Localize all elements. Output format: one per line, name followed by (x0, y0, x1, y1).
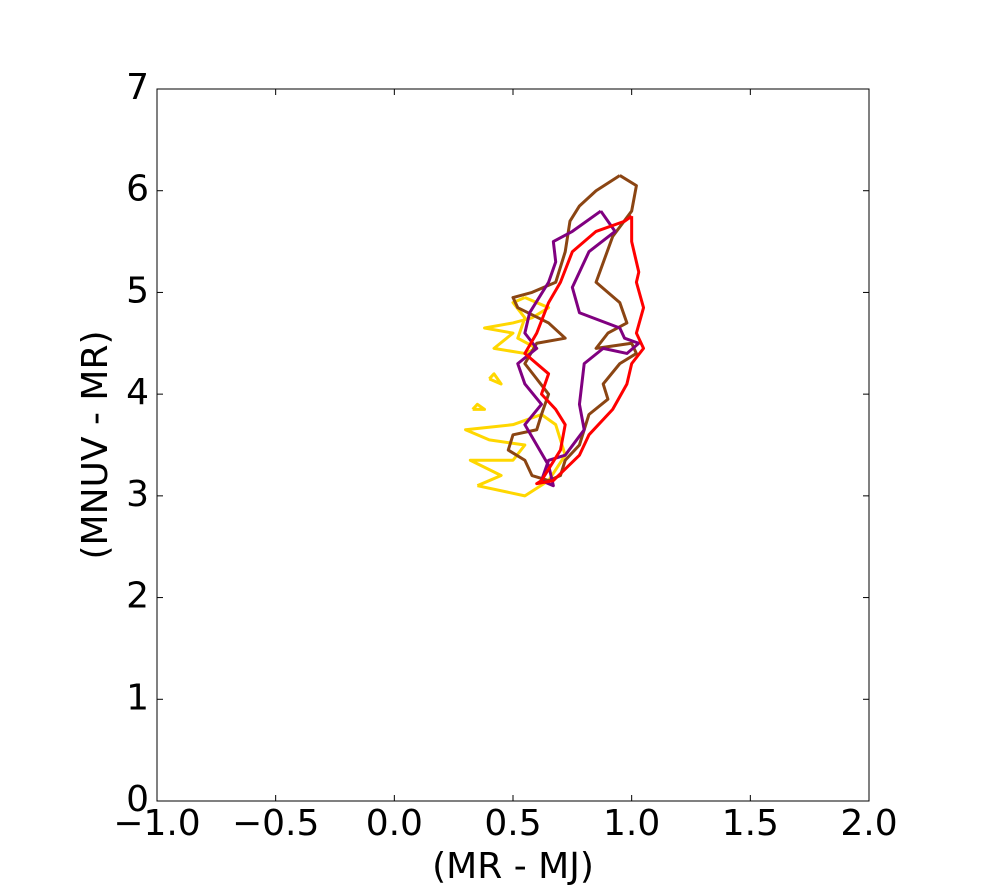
plot-frame (156, 88, 870, 802)
x-tick-label: 1.5 (722, 803, 779, 844)
x-tick-label: 1.0 (603, 803, 660, 844)
x-tick-label: 2.0 (840, 803, 897, 844)
y-tick-label: 6 (126, 169, 149, 210)
y-tick-label: 1 (126, 677, 149, 718)
contour-line (523, 214, 646, 486)
x-tick-label: −1.0 (113, 803, 200, 844)
y-tick-label: 2 (126, 576, 149, 617)
x-tick-label: −0.5 (232, 803, 319, 844)
contour-line (464, 296, 567, 498)
y-tick-label: 5 (126, 270, 149, 311)
y-tick-label: 0 (126, 779, 149, 820)
x-tick-label: 0.0 (366, 803, 423, 844)
x-tick-label: 0.5 (484, 803, 541, 844)
y-tick-label: 7 (126, 67, 149, 108)
y-axis-label: (MNUV - MR) (75, 330, 116, 559)
y-tick-label: 4 (126, 372, 149, 413)
y-tick-label: 3 (126, 474, 149, 515)
x-axis-label: (MR - MJ) (432, 846, 594, 887)
